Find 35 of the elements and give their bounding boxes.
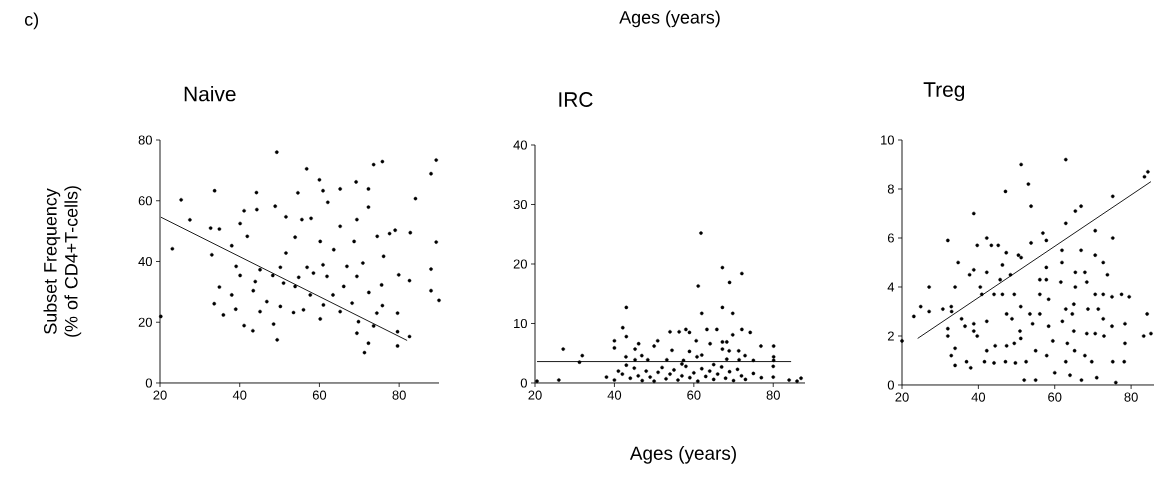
y-axis-title: Subset Frequency (% of CD4+T-cells): [43, 186, 82, 337]
y-tick-label: 40: [138, 256, 152, 267]
x-tick-label: 80: [766, 390, 780, 400]
y-tick-label: 60: [138, 196, 152, 206]
x-tick-label: 20: [895, 392, 909, 402]
y-tick-label: 8: [887, 184, 894, 194]
x-tick-label: 20: [153, 390, 167, 400]
y-tick-label: 30: [513, 199, 527, 210]
text: c): [24, 12, 39, 30]
y-tick-label: 2: [887, 331, 894, 341]
y-tick-label: 40: [513, 140, 527, 150]
y-tick-label: 4: [887, 282, 895, 292]
chart-title: Treg: [923, 82, 965, 102]
chart-title: Naive: [184, 85, 236, 102]
y-tick-label: 6: [887, 233, 894, 243]
x-tick-label: 40: [971, 392, 986, 402]
x-tick-label: 80: [392, 390, 406, 400]
y-tick-label: 20: [138, 317, 152, 327]
x-tick-label: 60: [312, 390, 327, 400]
y-tick-label: 0: [145, 378, 152, 388]
x-tick-label: 40: [232, 390, 247, 400]
y-tick-label: 10: [881, 135, 894, 145]
x-tick-label: 80: [1124, 392, 1138, 402]
x-tick-label: 60: [1048, 392, 1062, 402]
x-tick-label: 60: [687, 390, 701, 400]
x-axis-title: Ages (years): [629, 446, 736, 464]
text: Ages (years): [619, 10, 720, 28]
x-tick-label: 40: [607, 390, 622, 400]
y-tick-label: 80: [138, 135, 152, 145]
y-tick-label: 10: [514, 318, 527, 329]
chart-title: IRC: [559, 92, 593, 107]
y-tick-label: 0: [887, 380, 894, 390]
y-tick-label: 20: [513, 259, 527, 269]
x-tick-label: 20: [528, 390, 542, 400]
y-tick-label: 0: [520, 378, 527, 388]
